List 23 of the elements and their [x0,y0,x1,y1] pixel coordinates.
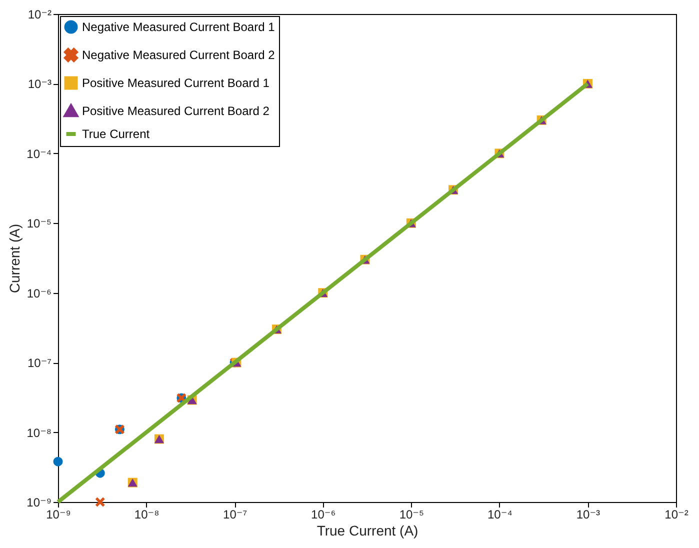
x-axis-title: True Current (A) [316,522,418,538]
x-tick-label: 10⁻⁸ [134,508,160,522]
legend-label: Negative Measured Current Board 1 [82,20,276,34]
y-tick-label: 10⁻⁸ [26,426,52,440]
x-tick-label: 10⁻² [664,508,688,522]
y-tick-label: 10⁻⁵ [26,216,52,231]
y-tick-label: 10⁻⁹ [26,496,52,510]
legend-label: Positive Measured Current Board 1 [82,76,270,90]
x-tick-label: 10⁻⁵ [399,508,424,522]
legend-label: Negative Measured Current Board 2 [82,48,276,62]
x-tick-label: 10⁻⁷ [223,508,248,522]
y-tick-label: 10⁻³ [28,77,52,92]
x-tick-label: 10⁻⁴ [488,508,512,522]
y-tick-label: 10⁻⁴ [26,146,52,161]
legend-label: True Current [82,127,150,141]
legend-label: Positive Measured Current Board 2 [82,104,270,118]
x-tick-label: 10⁻⁶ [311,508,336,522]
y-axis-title: Current (A) [6,224,23,294]
y-tick-label: 10⁻² [28,8,52,22]
x-tick-label: 10⁻⁹ [46,508,71,522]
y-tick-label: 10⁻⁶ [26,286,52,300]
y-tick-label: 10⁻⁷ [27,356,52,370]
x-tick-label: 10⁻³ [576,508,600,522]
